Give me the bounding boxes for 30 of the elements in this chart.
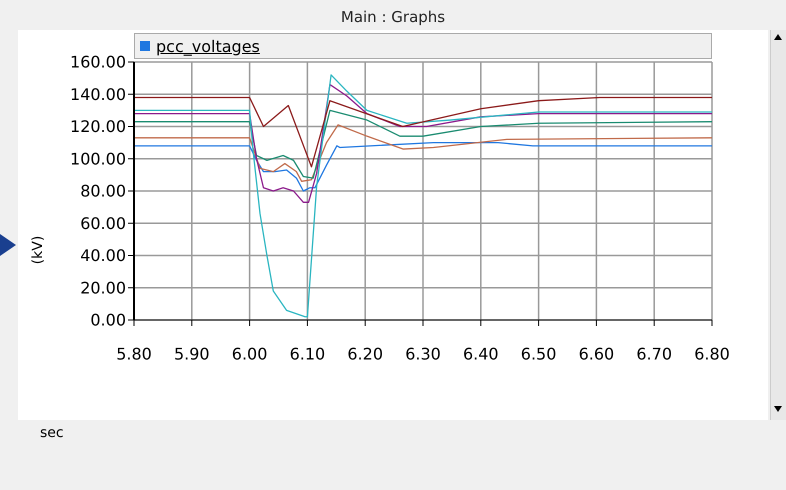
y-axis-title: (kV) — [30, 234, 47, 266]
x-tick-label: 6.40 — [462, 344, 499, 364]
x-tick-label: 5.90 — [174, 344, 210, 364]
y-tick-label: 0.00 — [90, 310, 126, 330]
y-tick-label: 20.00 — [80, 278, 126, 298]
x-tick-label: 5.80 — [116, 344, 152, 364]
y-tick-label: 40.00 — [80, 246, 126, 266]
line-series — [134, 110, 712, 179]
x-axis-title: sec — [40, 425, 64, 441]
line-series — [134, 96, 712, 168]
line-series — [134, 74, 712, 318]
x-tick-label: 6.60 — [578, 344, 614, 364]
x-tick-label: 6.30 — [405, 344, 441, 364]
legend-title: pcc_voltages — [156, 36, 260, 56]
chart-title: Main : Graphs — [340, 7, 446, 28]
x-tick-label: 6.70 — [636, 344, 672, 364]
y-tick-label: 80.00 — [80, 182, 126, 201]
line-series — [134, 124, 712, 182]
y-tick-label: 160.00 — [70, 52, 126, 72]
y-tick-label: 140.00 — [70, 84, 126, 104]
line-series — [134, 142, 712, 192]
line-series — [134, 84, 712, 203]
x-tick-label: 6.00 — [232, 344, 268, 364]
x-tick-label: 6.20 — [347, 344, 384, 364]
y-tick-label: 120.00 — [70, 117, 126, 136]
y-tick-label: 100.00 — [70, 149, 126, 168]
y-tick-label: 60.00 — [80, 214, 126, 233]
x-tick-label: 6.10 — [290, 344, 326, 364]
x-tick-label: 6.80 — [694, 344, 730, 364]
x-tick-label: 6.50 — [520, 344, 556, 364]
